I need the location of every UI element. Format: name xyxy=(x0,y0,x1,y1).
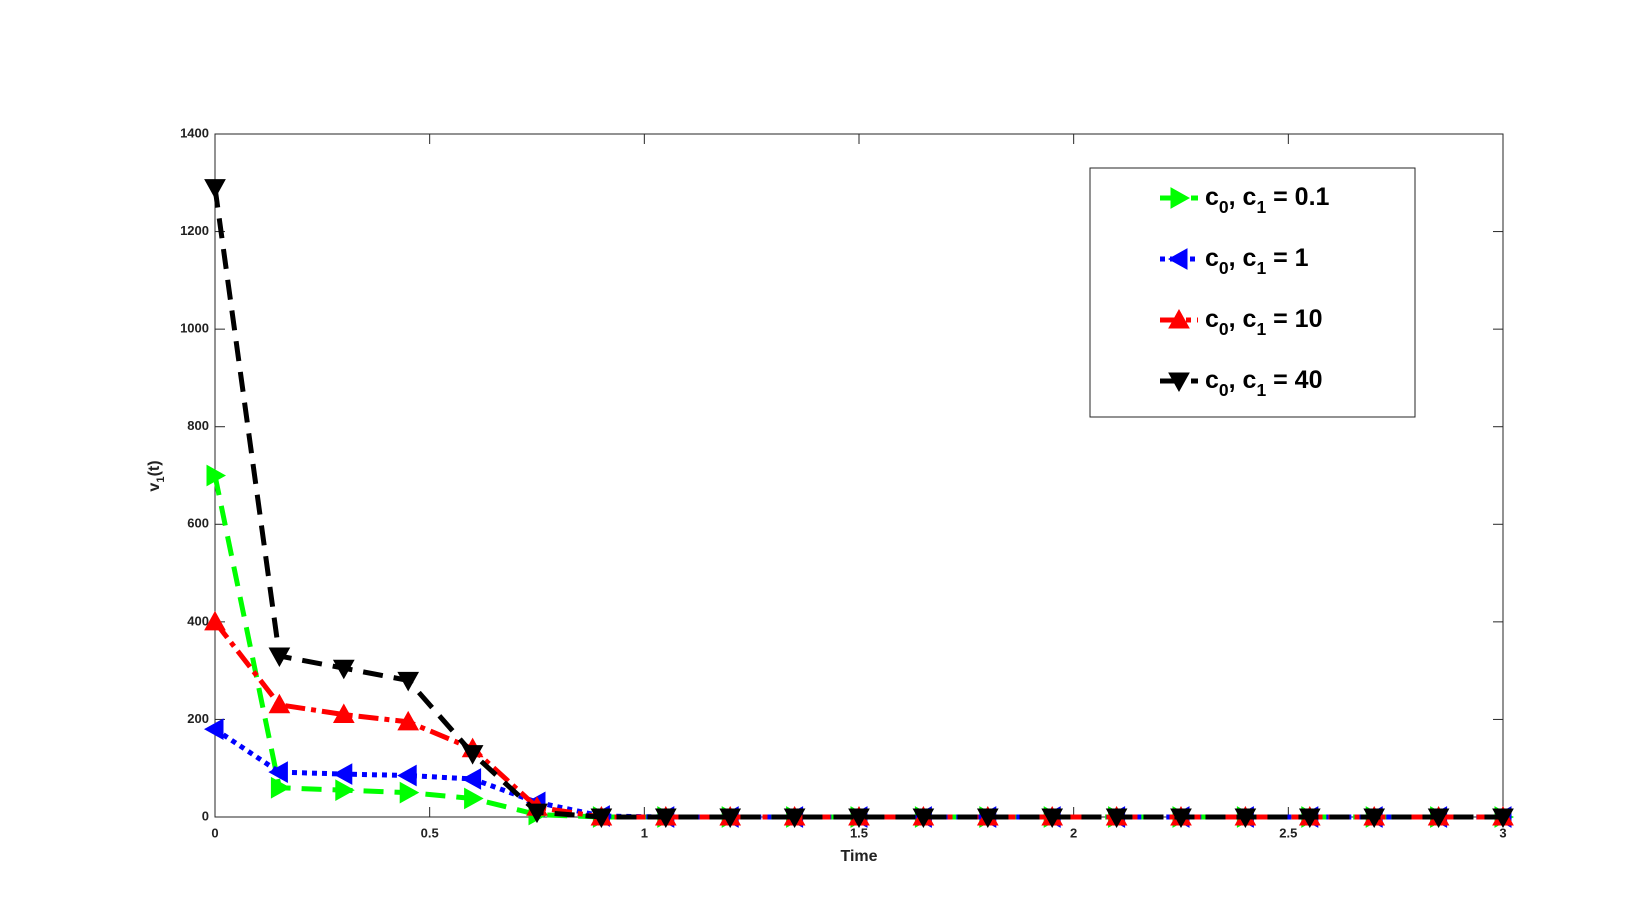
y-tick-label: 600 xyxy=(187,516,209,531)
series-marker xyxy=(1234,808,1257,829)
series-marker xyxy=(1170,808,1192,829)
legend-marker xyxy=(1168,308,1190,329)
series-marker xyxy=(1363,808,1386,829)
legend-label: c0, c1 = 1 xyxy=(1205,244,1309,278)
series-marker xyxy=(719,808,742,829)
y-tick-label: 0 xyxy=(202,808,209,823)
series-marker xyxy=(461,768,482,790)
series-marker xyxy=(976,808,999,829)
y-tick-label: 1000 xyxy=(180,321,209,336)
series-marker xyxy=(1041,808,1064,829)
legend-label: c0, c1 = 10 xyxy=(1205,305,1323,339)
series-marker xyxy=(783,808,806,829)
x-tick-label: 0 xyxy=(211,825,218,840)
series-marker xyxy=(332,763,353,785)
series-marker xyxy=(332,659,355,680)
y-tick-label: 800 xyxy=(187,418,209,433)
series-marker xyxy=(204,179,226,199)
series-marker xyxy=(335,779,355,802)
series-marker xyxy=(654,808,677,829)
x-tick-label: 1.5 xyxy=(850,825,868,840)
series-marker xyxy=(397,671,420,692)
series-marker xyxy=(397,710,420,731)
series-marker xyxy=(464,787,484,810)
x-tick-label: 1 xyxy=(641,825,648,840)
series-marker xyxy=(206,464,227,487)
x-tick-label: 2.5 xyxy=(1279,825,1297,840)
series-marker xyxy=(204,610,226,631)
y-tick-label: 400 xyxy=(187,613,209,628)
y-tick-label: 1200 xyxy=(180,223,209,238)
x-tick-label: 3 xyxy=(1499,825,1506,840)
series-marker xyxy=(1427,808,1450,829)
series-marker xyxy=(268,761,288,783)
series-marker xyxy=(848,808,870,829)
series-marker xyxy=(1298,808,1321,829)
series-marker xyxy=(1492,808,1514,829)
x-tick-label: 2 xyxy=(1070,825,1077,840)
legend-label: c0, c1 = 40 xyxy=(1205,366,1323,400)
series-marker xyxy=(912,808,935,829)
series-marker xyxy=(268,647,291,668)
legend-box xyxy=(1089,167,1416,418)
series-marker xyxy=(397,764,417,787)
x-axis-label: Time xyxy=(840,848,877,865)
x-tick-label: 0.5 xyxy=(421,825,439,840)
series-marker xyxy=(590,808,613,829)
series-line xyxy=(212,187,1503,820)
series-marker xyxy=(332,703,355,724)
series-marker xyxy=(461,745,484,765)
y-axis-label: v1(t) xyxy=(146,460,167,491)
legend-label: c0, c1 = 0.1 xyxy=(1205,183,1330,217)
series-marker xyxy=(399,781,420,804)
series-marker xyxy=(203,718,224,741)
y-tick-label: 200 xyxy=(187,711,209,726)
legend-marker xyxy=(1168,372,1190,393)
series-marker xyxy=(268,693,291,714)
legend-marker xyxy=(1170,187,1191,209)
series-marker xyxy=(1105,808,1128,829)
series-marker xyxy=(526,803,548,824)
y-tick-label: 1400 xyxy=(180,125,209,140)
series-marker xyxy=(270,776,291,799)
legend-marker xyxy=(1167,248,1188,270)
